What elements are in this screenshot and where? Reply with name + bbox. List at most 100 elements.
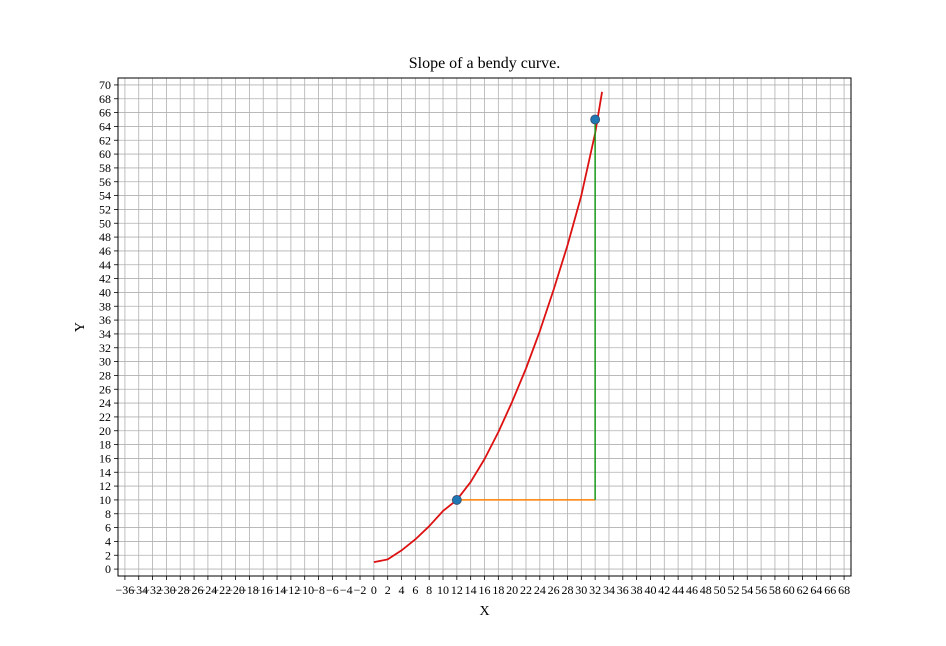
x-tick-label: 12 xyxy=(451,583,463,597)
x-tick-label: 44 xyxy=(672,583,684,597)
plot-series xyxy=(373,91,603,564)
y-tick-label: 16 xyxy=(99,451,111,465)
y-tick-label: 6 xyxy=(105,521,111,535)
x-tick-label: 10 xyxy=(437,583,449,597)
x-tick-label: −22 xyxy=(212,583,231,597)
y-tick-label: 62 xyxy=(99,133,111,147)
x-tick-label: 6 xyxy=(412,583,418,597)
x-tick-label: 62 xyxy=(797,583,809,597)
x-tick-label: 8 xyxy=(426,583,432,597)
grid xyxy=(118,78,851,576)
x-tick-label: 46 xyxy=(686,583,698,597)
y-tick-label: 30 xyxy=(99,355,111,369)
x-tick-label: −2 xyxy=(354,583,367,597)
x-tick-label: 66 xyxy=(824,583,836,597)
x-tick-label: 22 xyxy=(520,583,532,597)
x-tick-label: 30 xyxy=(575,583,587,597)
x-tick-label: 42 xyxy=(658,583,670,597)
x-tick-label: 52 xyxy=(727,583,739,597)
y-tick-label: 52 xyxy=(99,202,111,216)
x-tick-label: 64 xyxy=(810,583,822,597)
x-tick-label: 26 xyxy=(548,583,560,597)
y-tick-label: 34 xyxy=(99,327,111,341)
x-tick-label: 36 xyxy=(617,583,629,597)
x-tick-label: −34 xyxy=(129,583,148,597)
x-tick-label: 60 xyxy=(783,583,795,597)
x-tick-label: 56 xyxy=(755,583,767,597)
y-tick-label: 36 xyxy=(99,313,111,327)
x-tick-label: −30 xyxy=(157,583,176,597)
x-tick-label: 50 xyxy=(714,583,726,597)
data-point xyxy=(590,114,601,125)
x-tick-label: 16 xyxy=(479,583,491,597)
y-tick-label: 26 xyxy=(99,382,111,396)
y-tick-label: 12 xyxy=(99,479,111,493)
y-tick-label: 24 xyxy=(99,396,111,410)
chart-title: Slope of a bendy curve. xyxy=(409,55,561,72)
y-tick-label: 50 xyxy=(99,216,111,230)
y-tick-label: 48 xyxy=(99,230,111,244)
y-tick-label: 32 xyxy=(99,341,111,355)
y-tick-label: 66 xyxy=(99,106,111,120)
x-tick-label: −18 xyxy=(240,583,259,597)
x-tick-label: −24 xyxy=(199,583,218,597)
data-point xyxy=(451,495,462,505)
x-tick-label: 34 xyxy=(603,583,615,597)
y-tick-label: 2 xyxy=(105,548,111,562)
x-tick-label: 0 xyxy=(371,583,377,597)
x-tick-label: 18 xyxy=(492,583,504,597)
x-tick-label: −6 xyxy=(326,583,339,597)
y-axis-label: Y xyxy=(73,322,88,332)
x-tick-label: 40 xyxy=(644,583,656,597)
x-tick-label: 4 xyxy=(399,583,405,597)
y-tick-label: 28 xyxy=(99,368,111,382)
y-tick-label: 58 xyxy=(99,161,111,175)
y-axis-ticks: 0246810121416182022242628303234363840424… xyxy=(99,78,118,576)
x-axis-label: X xyxy=(479,604,489,619)
y-tick-label: 20 xyxy=(99,424,111,438)
x-tick-label: 24 xyxy=(534,583,546,597)
x-tick-label: 48 xyxy=(700,583,712,597)
y-tick-label: 46 xyxy=(99,244,111,258)
y-tick-label: 14 xyxy=(99,465,111,479)
x-tick-label: 38 xyxy=(631,583,643,597)
y-tick-label: 40 xyxy=(99,285,111,299)
x-axis-ticks: −36−34−32−30−28−26−24−22−20−18−16−14−12−… xyxy=(116,576,850,597)
x-tick-label: −16 xyxy=(254,583,273,597)
x-tick-label: 54 xyxy=(741,583,753,597)
x-tick-label: −26 xyxy=(185,583,204,597)
y-tick-label: 8 xyxy=(105,507,111,521)
x-tick-label: 2 xyxy=(385,583,391,597)
x-tick-label: −10 xyxy=(295,583,314,597)
y-tick-label: 68 xyxy=(99,92,111,106)
y-tick-label: 38 xyxy=(99,299,111,313)
y-tick-label: 10 xyxy=(99,493,111,507)
x-tick-label: 68 xyxy=(838,583,850,597)
x-tick-label: −28 xyxy=(171,583,190,597)
y-tick-label: 42 xyxy=(99,272,111,286)
y-tick-label: 44 xyxy=(99,258,111,272)
y-tick-label: 22 xyxy=(99,410,111,424)
x-tick-label: −32 xyxy=(143,583,162,597)
x-tick-label: 14 xyxy=(465,583,477,597)
y-tick-label: 60 xyxy=(99,147,111,161)
y-tick-label: 4 xyxy=(105,534,111,548)
x-tick-label: 32 xyxy=(589,583,601,597)
x-tick-label: −14 xyxy=(268,583,287,597)
y-tick-label: 70 xyxy=(99,78,111,92)
x-tick-label: 20 xyxy=(506,583,518,597)
y-tick-label: 54 xyxy=(99,189,111,203)
x-tick-label: −8 xyxy=(312,583,325,597)
y-tick-label: 0 xyxy=(105,562,111,576)
x-tick-label: −20 xyxy=(226,583,245,597)
x-tick-label: −4 xyxy=(340,583,353,597)
x-tick-label: 28 xyxy=(561,583,573,597)
y-tick-label: 64 xyxy=(99,119,111,133)
y-tick-label: 18 xyxy=(99,438,111,452)
x-tick-label: −36 xyxy=(116,583,135,597)
curve-line xyxy=(373,91,603,564)
y-tick-label: 56 xyxy=(99,175,111,189)
x-tick-label: 58 xyxy=(769,583,781,597)
x-tick-label: −12 xyxy=(281,583,300,597)
